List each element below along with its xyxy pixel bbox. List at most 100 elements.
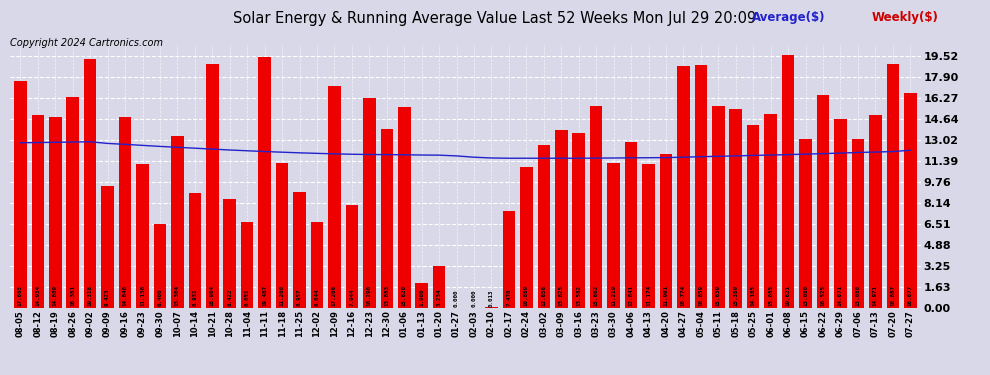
Bar	[712, 106, 725, 307]
Text: 3.234: 3.234	[437, 288, 442, 306]
Bar	[782, 55, 794, 308]
Bar	[137, 164, 148, 308]
Bar	[433, 266, 446, 308]
Bar	[171, 135, 184, 308]
Text: 14.809: 14.809	[52, 285, 57, 306]
Bar	[695, 65, 707, 308]
Bar	[101, 186, 114, 308]
Bar	[590, 106, 603, 307]
Bar	[625, 142, 638, 308]
Text: 8.931: 8.931	[192, 288, 197, 306]
Text: 18.904: 18.904	[210, 285, 215, 306]
Text: 1.900: 1.900	[419, 288, 424, 306]
Bar	[677, 66, 690, 308]
Text: 9.423: 9.423	[105, 288, 110, 306]
Text: 11.136: 11.136	[140, 285, 145, 306]
Bar	[503, 211, 515, 308]
Bar	[206, 64, 219, 308]
Text: 0.000: 0.000	[454, 290, 459, 307]
Text: 8.422: 8.422	[228, 288, 233, 306]
Bar	[643, 164, 654, 308]
Text: 13.825: 13.825	[558, 285, 563, 306]
Bar	[817, 95, 830, 308]
Text: 19.487: 19.487	[262, 285, 267, 306]
Text: 10.889: 10.889	[524, 285, 529, 306]
Bar	[520, 167, 533, 308]
Text: 11.200: 11.200	[279, 285, 284, 306]
Bar	[224, 199, 236, 308]
Bar	[607, 163, 620, 308]
Bar	[188, 193, 201, 308]
Text: 6.460: 6.460	[157, 288, 162, 306]
Bar	[276, 164, 288, 308]
Bar	[572, 133, 585, 308]
Text: 16.290: 16.290	[367, 285, 372, 306]
Bar	[328, 86, 341, 308]
Text: 17.605: 17.605	[18, 285, 23, 306]
Text: 11.219: 11.219	[611, 285, 616, 306]
Text: 0.000: 0.000	[471, 290, 476, 307]
Text: 15.662: 15.662	[594, 285, 599, 306]
Text: 7.944: 7.944	[349, 288, 354, 306]
Text: 16.381: 16.381	[70, 285, 75, 306]
Bar	[84, 59, 96, 308]
Text: 18.887: 18.887	[890, 285, 895, 306]
Text: 13.582: 13.582	[576, 285, 581, 306]
Bar	[886, 64, 899, 308]
Text: 13.863: 13.863	[384, 285, 389, 306]
Text: 15.389: 15.389	[734, 285, 739, 306]
Text: 6.644: 6.644	[315, 288, 320, 306]
Text: 6.651: 6.651	[245, 288, 249, 306]
Bar	[764, 114, 777, 308]
Text: 18.859: 18.859	[698, 285, 703, 306]
Bar	[66, 97, 79, 308]
Bar	[851, 139, 864, 308]
Text: 19.318: 19.318	[88, 285, 93, 306]
Bar	[398, 106, 411, 308]
Bar	[241, 222, 253, 308]
Text: 14.971: 14.971	[873, 285, 878, 306]
Text: 11.174: 11.174	[646, 285, 651, 306]
Text: 0.013: 0.013	[489, 290, 494, 307]
Text: Average($): Average($)	[752, 11, 826, 24]
Text: 15.065: 15.065	[768, 285, 773, 306]
Text: Weekly($): Weekly($)	[871, 11, 939, 24]
Bar	[363, 98, 375, 308]
Bar	[555, 130, 567, 308]
Text: 7.470: 7.470	[507, 288, 512, 306]
Bar	[119, 117, 132, 308]
Text: 13.080: 13.080	[855, 285, 860, 306]
Text: 8.957: 8.957	[297, 288, 302, 306]
Text: 13.080: 13.080	[803, 285, 808, 306]
Text: 14.671: 14.671	[838, 285, 842, 306]
Text: Copyright 2024 Cartronics.com: Copyright 2024 Cartronics.com	[10, 38, 163, 48]
Text: 19.621: 19.621	[786, 285, 791, 306]
Text: 11.901: 11.901	[663, 285, 668, 306]
Bar	[311, 222, 324, 308]
Bar	[346, 205, 358, 308]
Bar	[32, 116, 45, 308]
Bar	[659, 154, 672, 308]
Text: 18.774: 18.774	[681, 285, 686, 306]
Text: 17.206: 17.206	[332, 285, 337, 306]
Text: Solar Energy & Running Average Value Last 52 Weeks Mon Jul 29 20:09: Solar Energy & Running Average Value Las…	[234, 11, 756, 26]
Text: 16.525: 16.525	[821, 285, 826, 306]
Text: 14.840: 14.840	[123, 285, 128, 306]
Bar	[904, 93, 917, 308]
Bar	[49, 117, 61, 308]
Bar	[293, 192, 306, 308]
Bar	[746, 125, 759, 308]
Bar	[153, 224, 166, 308]
Text: 12.841: 12.841	[629, 285, 634, 306]
Text: 14.165: 14.165	[750, 285, 755, 306]
Bar	[835, 119, 846, 308]
Text: 13.364: 13.364	[175, 285, 180, 306]
Bar	[416, 283, 428, 308]
Bar	[869, 115, 882, 308]
Bar	[258, 57, 271, 308]
Bar	[730, 110, 742, 308]
Bar	[380, 129, 393, 308]
Text: 15.620: 15.620	[402, 285, 407, 306]
Text: 12.656: 12.656	[542, 285, 546, 306]
Text: 14.934: 14.934	[36, 285, 41, 306]
